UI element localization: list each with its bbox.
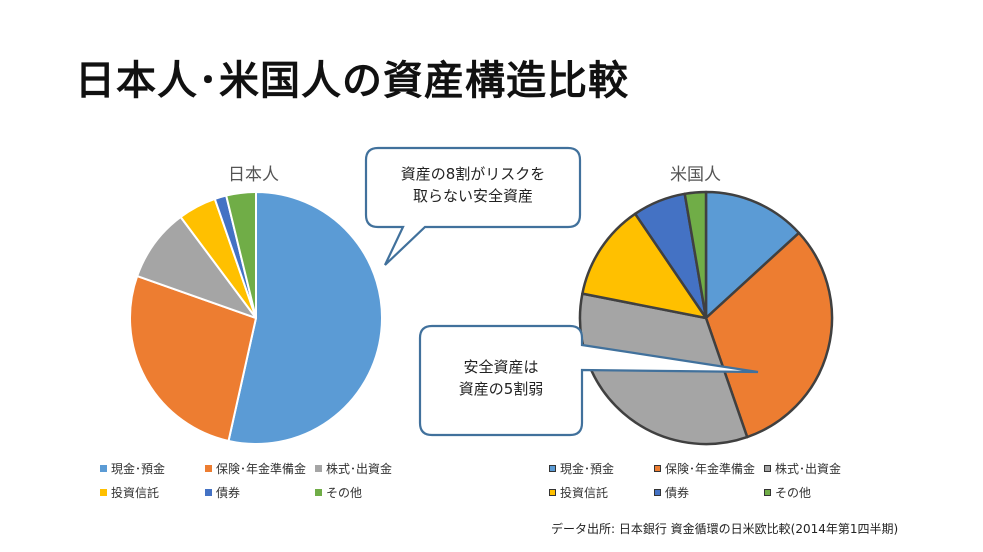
callout-bottom-line-1: 安全資産は [463, 358, 539, 376]
japan-legend-swatch-6 [315, 489, 322, 496]
callout-top-bubble [364, 146, 582, 266]
us-legend-item-1: 現金･預金 [549, 460, 614, 477]
us-slice-2 [704, 231, 834, 439]
japan-legend-label-6: その他 [326, 486, 363, 500]
us-legend-swatch-5 [654, 489, 661, 496]
japan-legend-item-2: 保険･年金準備金 [205, 460, 306, 477]
data-source-note: データ出所: 日本銀行 資金循環の日米欧比較(2014年第1四半期) [551, 522, 899, 536]
japan-legend-swatch-4 [100, 489, 107, 496]
callout-bottom-text: 安全資産は 資産の5割弱 [424, 356, 578, 400]
us-slice-6 [683, 190, 708, 320]
us-legend-swatch-4 [549, 489, 556, 496]
callout-bottom-line-2: 資産の5割弱 [458, 380, 544, 398]
us-legend-item-3: 株式･出資金 [764, 460, 841, 477]
pie-chart-us [578, 190, 834, 446]
us-legend-label-5: 債券 [665, 486, 690, 500]
page-title: 日本人･米国人の資産構造比較 [75, 58, 629, 104]
japan-legend-item-5: 債券 [205, 484, 240, 501]
callout-bottom-bubble [418, 324, 759, 437]
japan-legend-item-3: 株式･出資金 [315, 460, 392, 477]
us-legend-label-2: 保険･年金準備金 [665, 462, 756, 476]
japan-legend-label-2: 保険･年金準備金 [216, 462, 307, 476]
japan-legend-swatch-1 [100, 465, 107, 472]
japan-legend-label-4: 投資信託 [111, 486, 160, 500]
us-slice-1 [704, 190, 801, 320]
japan-legend-swatch-2 [205, 465, 212, 472]
japan-legend-label-1: 現金･預金 [111, 462, 166, 476]
japan-legend-item-4: 投資信託 [100, 484, 159, 501]
legend-us: 現金･預金 保険･年金準備金 株式･出資金投資信託 債券 その他 [549, 460, 869, 500]
chart-title-us: 米国人 [670, 165, 721, 185]
japan-slice-2 [129, 275, 257, 442]
us-legend-label-6: その他 [775, 486, 812, 500]
us-legend-label-3: 株式･出資金 [775, 462, 842, 476]
us-legend-swatch-2 [654, 465, 661, 472]
callout-top-line-2: 取らない安全資産 [412, 187, 533, 205]
japan-legend-item-6: その他 [315, 484, 362, 501]
legend-japan: 現金･預金 保険･年金準備金 株式･出資金投資信託 債券 その他 [100, 460, 420, 500]
us-legend-item-2: 保険･年金準備金 [654, 460, 755, 477]
japan-legend-item-1: 現金･預金 [100, 460, 165, 477]
us-legend-swatch-3 [764, 465, 771, 472]
us-legend-swatch-1 [549, 465, 556, 472]
japan-legend-label-3: 株式･出資金 [326, 462, 393, 476]
callout-top-line-1: 資産の8割がリスクを [400, 165, 546, 183]
callout-top-text: 資産の8割がリスクを 取らない安全資産 [370, 163, 576, 207]
us-legend-item-4: 投資信託 [549, 484, 608, 501]
japan-legend-label-5: 債券 [216, 486, 241, 500]
chart-title-japan: 日本人 [228, 165, 279, 185]
us-legend-item-5: 債券 [654, 484, 689, 501]
us-legend-item-6: その他 [764, 484, 811, 501]
us-slice-4 [581, 212, 708, 320]
pie-chart-japan [129, 191, 383, 445]
japan-slice-1 [227, 191, 383, 445]
japan-slice-6 [225, 191, 257, 319]
japan-legend-swatch-3 [315, 465, 322, 472]
japan-legend-swatch-5 [205, 489, 212, 496]
us-legend-swatch-6 [764, 489, 771, 496]
us-legend-label-1: 現金･預金 [560, 462, 615, 476]
us-legend-label-4: 投資信託 [560, 486, 609, 500]
